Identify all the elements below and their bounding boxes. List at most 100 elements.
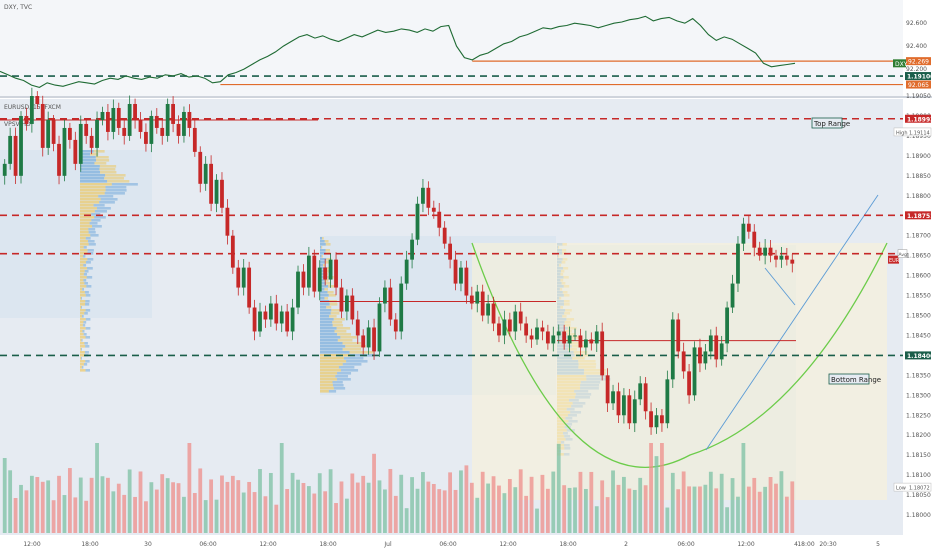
candle-body: [383, 287, 387, 304]
profile-bar-split-1: [330, 312, 340, 315]
volume-bar: [415, 488, 420, 533]
profile-bar-0: [80, 255, 83, 258]
eurusd-y-tick-10: 1.18550: [906, 293, 931, 300]
bottom-range-annotation[interactable]: Bottom Range: [828, 373, 881, 385]
profile-bar-split-1: [325, 261, 330, 264]
profile-bar-1: [320, 354, 351, 357]
profile-bar-split-1: [346, 360, 368, 363]
profile-bar-split-0: [83, 273, 87, 276]
profile-bar-0: [80, 330, 83, 333]
profile-bar-split-0: [81, 348, 82, 351]
profile-bar-1: [320, 297, 325, 300]
profile-bar-split-0: [82, 330, 85, 333]
profile-bar-split-1: [340, 369, 359, 372]
profile-bar-0: [80, 225, 93, 228]
profile-bar-1: [320, 261, 326, 264]
eurusd-price-scale: [903, 99, 932, 535]
candle-body: [290, 307, 295, 332]
profile-bar-0: [80, 342, 85, 345]
candle-body: [258, 311, 262, 332]
candle-body: [19, 115, 23, 176]
volume-bar: [426, 481, 431, 533]
volume-bar: [779, 471, 784, 533]
profile-bar-split-1: [328, 390, 337, 393]
profile-bar-0: [80, 240, 89, 243]
volume-bar: [344, 498, 349, 533]
volume-bar: [790, 481, 795, 533]
volume-bar: [757, 491, 762, 533]
eurusd-y-tick-18: 1.18150: [906, 452, 931, 459]
volume-bar: [459, 470, 463, 533]
profile-bar-split-1: [332, 321, 343, 324]
volume-bar: [567, 487, 572, 533]
candle-body: [165, 103, 170, 136]
candle-body: [730, 283, 735, 308]
profile-bar-split-1: [328, 285, 335, 288]
volume-bar: [8, 470, 13, 533]
profile-bar-0: [80, 195, 99, 198]
profile-bar-1: [320, 372, 338, 375]
eurusd-price-tag-0: [905, 72, 931, 81]
profile-bar-1: [320, 366, 339, 369]
candle-body: [268, 303, 273, 320]
volume-bar: [752, 477, 757, 533]
volume-bar: [317, 473, 322, 533]
volume-bar: [676, 489, 681, 533]
candle-body: [241, 267, 246, 288]
candle-body: [29, 96, 34, 124]
eurusd-low-value: 1.18072: [909, 486, 930, 492]
profile-bar-0: [80, 366, 82, 369]
eurusd-y-tick-8: 1.18650: [906, 253, 931, 260]
candle-body: [106, 111, 110, 132]
volume-bar: [513, 487, 518, 533]
profile-bar-split-0: [85, 261, 91, 264]
volume-bar: [746, 486, 751, 533]
volume-profile-box-0: [0, 150, 152, 318]
pullback-line: [764, 267, 796, 306]
candle-body: [448, 243, 453, 260]
profile-bar-1: [320, 348, 343, 351]
volume-bar: [111, 491, 116, 533]
eurusd-high-prefix: High: [896, 130, 908, 136]
profile-bar-1: [320, 387, 334, 390]
profile-bar-0: [80, 258, 88, 261]
profile-bar-1: [320, 342, 343, 345]
volume-bar: [198, 468, 203, 533]
profile-bar-0: [80, 150, 94, 153]
volume-bar: [437, 489, 442, 533]
candle-body: [736, 243, 740, 284]
x-tick-14: 4: [794, 541, 798, 548]
profile-bar-split-0: [87, 267, 93, 270]
candle-body: [638, 383, 643, 400]
candle-body: [214, 179, 219, 204]
volume-bar: [100, 476, 105, 533]
profile-bar-0: [80, 312, 85, 315]
candle-body: [768, 247, 773, 256]
profile-bar-split-1: [342, 363, 362, 366]
eurusd-low-prefix: Low: [896, 486, 906, 492]
profile-bar-1: [320, 360, 347, 363]
volume-bar: [176, 483, 181, 533]
profile-bar-0: [80, 177, 105, 180]
volume-bar: [29, 475, 34, 533]
profile-bar-1: [320, 321, 333, 324]
candle-body: [545, 331, 550, 344]
top-range-label: Top Range: [813, 120, 850, 128]
volume-bar: [366, 482, 371, 533]
x-tick-15: 20:30: [819, 541, 836, 548]
candle-body: [692, 347, 697, 396]
profile-bar-0: [80, 234, 91, 237]
profile-bar-0: [80, 294, 86, 297]
volume-bar: [410, 477, 414, 533]
top-range-annotation[interactable]: Top Range: [811, 117, 850, 129]
volume-bar: [632, 489, 637, 533]
eurusd-price-tag-3: [905, 351, 931, 360]
profile-bar-split-0: [93, 204, 105, 207]
profile-bar-split-1: [326, 306, 332, 309]
candle-body: [133, 103, 137, 120]
profile-bar-0: [80, 216, 95, 219]
volume-bar: [714, 488, 719, 533]
eurusd-y-tick-12: 1.18450: [906, 332, 931, 339]
candle-body: [779, 255, 784, 260]
